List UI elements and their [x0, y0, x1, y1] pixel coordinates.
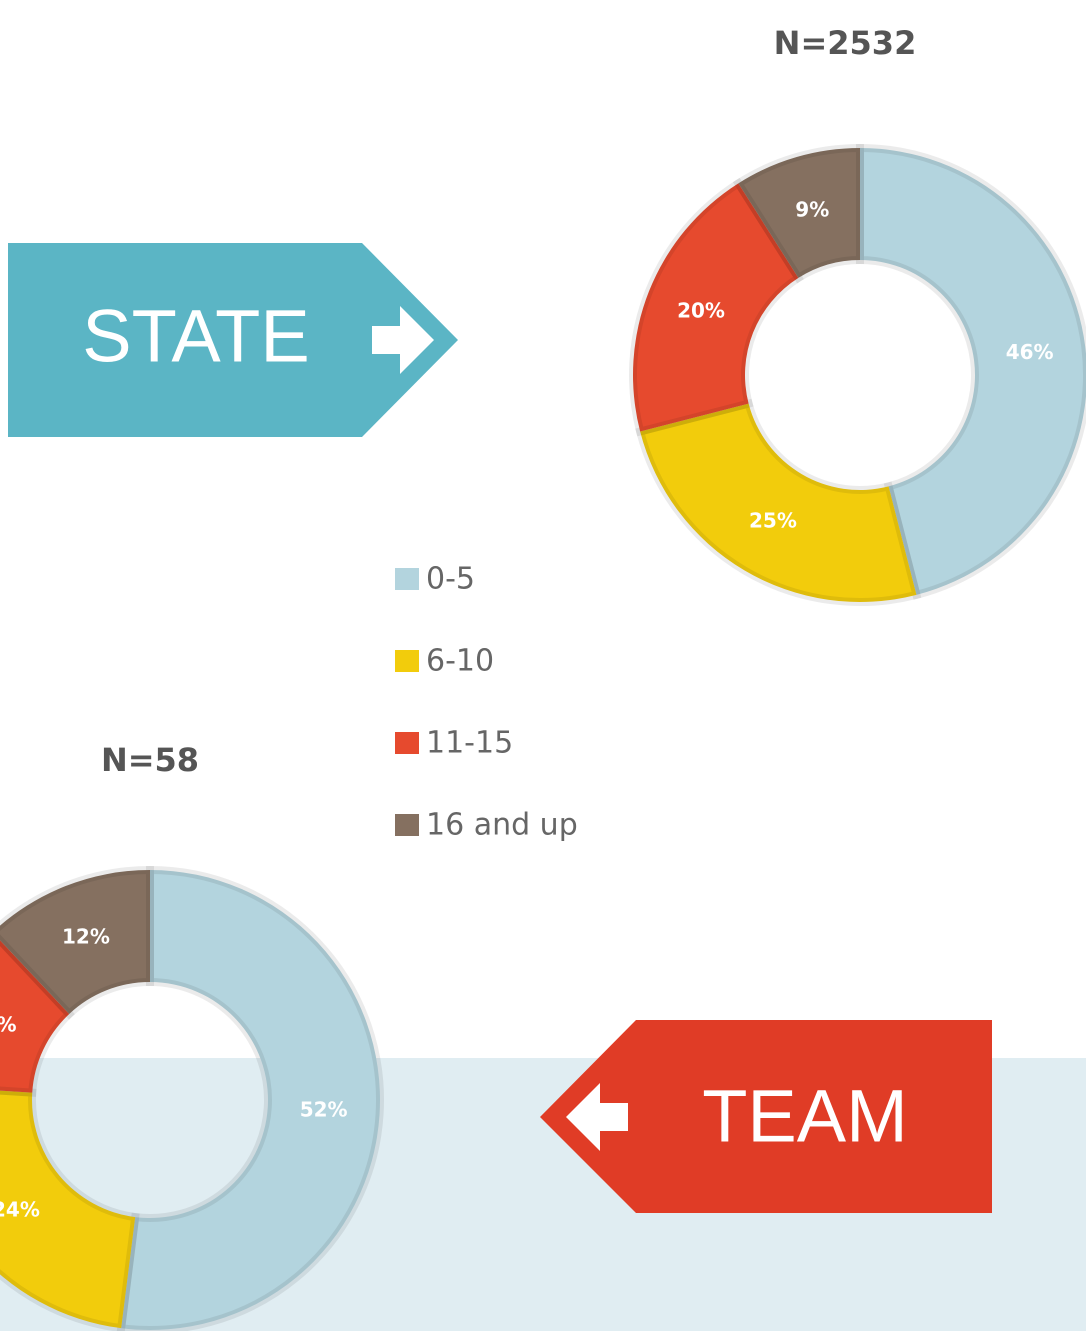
donut-slice [0, 865, 154, 1020]
legend-label: 6-10 [426, 644, 494, 679]
state-tag [8, 243, 458, 437]
donut-slice [0, 934, 75, 1097]
legend-swatch [395, 814, 419, 836]
legend-swatch [395, 650, 419, 672]
slice-label: 25% [749, 509, 797, 533]
slice-label: 24% [0, 1197, 40, 1221]
donut-slice [0, 1086, 140, 1331]
slice-label: 12% [62, 925, 110, 949]
chart-title: N=2532 [774, 24, 917, 62]
state-label: STATE [82, 295, 310, 378]
legend-swatch [395, 732, 419, 754]
slice-label: 20% [677, 299, 725, 323]
slice-label: 46% [1006, 340, 1054, 364]
slice-label: 12% [0, 1012, 16, 1036]
chart-title: N=58 [101, 741, 199, 779]
slice-label: 9% [795, 197, 829, 221]
donut-slice [629, 177, 804, 437]
legend-label: 11-15 [426, 726, 513, 761]
legend-label: 16 and up [426, 808, 578, 843]
left-arrow-icon [566, 1083, 628, 1151]
team-tag [540, 1020, 992, 1213]
team-label: TEAM [702, 1075, 908, 1158]
donut-slice [856, 143, 1086, 600]
donut-slice [635, 398, 922, 606]
slice-label: 52% [300, 1097, 348, 1121]
legend-swatch [395, 568, 419, 590]
right-arrow-icon [372, 306, 434, 374]
legend-label: 0-5 [426, 562, 475, 597]
donut-slice [116, 865, 384, 1331]
donut-slice [732, 143, 864, 284]
